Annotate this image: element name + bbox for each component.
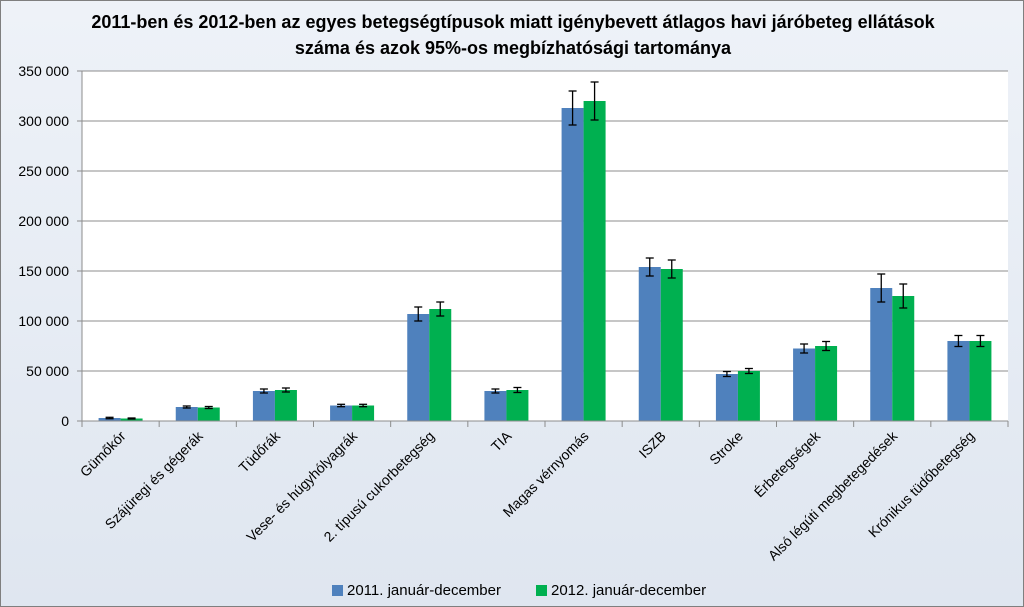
error-bars	[105, 81, 985, 420]
y-axis-ticks: 0 50 000 100 000 150 000 200 000 250 000 300 0…	[18, 63, 82, 429]
bar-2012	[583, 101, 606, 421]
bar-2011	[947, 341, 970, 421]
bar-2012	[352, 405, 375, 421]
y-tick-label: 350 000	[18, 63, 69, 79]
category-label: Tüdőrák	[235, 427, 283, 475]
bar-2012	[274, 390, 297, 421]
category-label: Alsó légúti megbetegedések	[765, 427, 901, 563]
gridlines	[82, 70, 1008, 421]
bar-2012	[429, 309, 452, 421]
bar-2012	[815, 346, 838, 421]
bar-2012	[120, 418, 143, 421]
bar-2011	[793, 348, 816, 421]
bar-2012	[892, 296, 915, 421]
plot-background	[82, 71, 1008, 421]
y-tick-label: 300 000	[18, 113, 69, 129]
bar-2011	[98, 418, 121, 421]
bar-2011	[175, 407, 198, 421]
y-tick-label: 100 000	[18, 313, 69, 329]
bar-2011	[561, 108, 584, 421]
category-label: Érbetegségek	[751, 427, 824, 500]
bar-2011	[638, 267, 661, 421]
bar-2011	[870, 288, 893, 421]
bar-2011	[252, 391, 275, 421]
legend-label: 2011. január-december	[347, 582, 501, 599]
category-label: Stroke	[706, 428, 746, 468]
bar-2012	[737, 371, 760, 421]
legend-label: 2012. január-december	[551, 582, 706, 599]
axes	[81, 71, 1009, 427]
bar-2011	[330, 405, 353, 421]
y-tick-label: 50 000	[26, 363, 69, 379]
category-label: Magas vérnyomás	[500, 428, 592, 520]
legend-swatch	[332, 585, 343, 596]
bar-2012	[197, 407, 220, 421]
category-label: ISZB	[636, 428, 669, 461]
y-tick-label: 0	[61, 413, 69, 429]
y-tick-label: 200 000	[18, 213, 69, 229]
legend: 2011. január-december 2012. január-decemb…	[332, 582, 706, 599]
y-tick-label: 150 000	[18, 263, 69, 279]
legend-swatch	[536, 585, 547, 596]
category-label: Gümőkór	[77, 428, 129, 480]
category-label: TIA	[488, 427, 515, 454]
bar-2011	[407, 314, 430, 421]
bar-2012	[969, 341, 992, 421]
chart-title: 2011-ben és 2012-ben az egyes betegségtí…	[91, 12, 935, 32]
bar-2011	[484, 391, 507, 421]
bar-2012	[660, 269, 683, 421]
bars	[98, 101, 992, 421]
bar-2011	[715, 374, 738, 421]
chart-subtitle: száma és azok 95%-os megbízhatósági tart…	[295, 38, 732, 58]
bar-2012	[506, 390, 529, 421]
y-tick-label: 250 000	[18, 163, 69, 179]
